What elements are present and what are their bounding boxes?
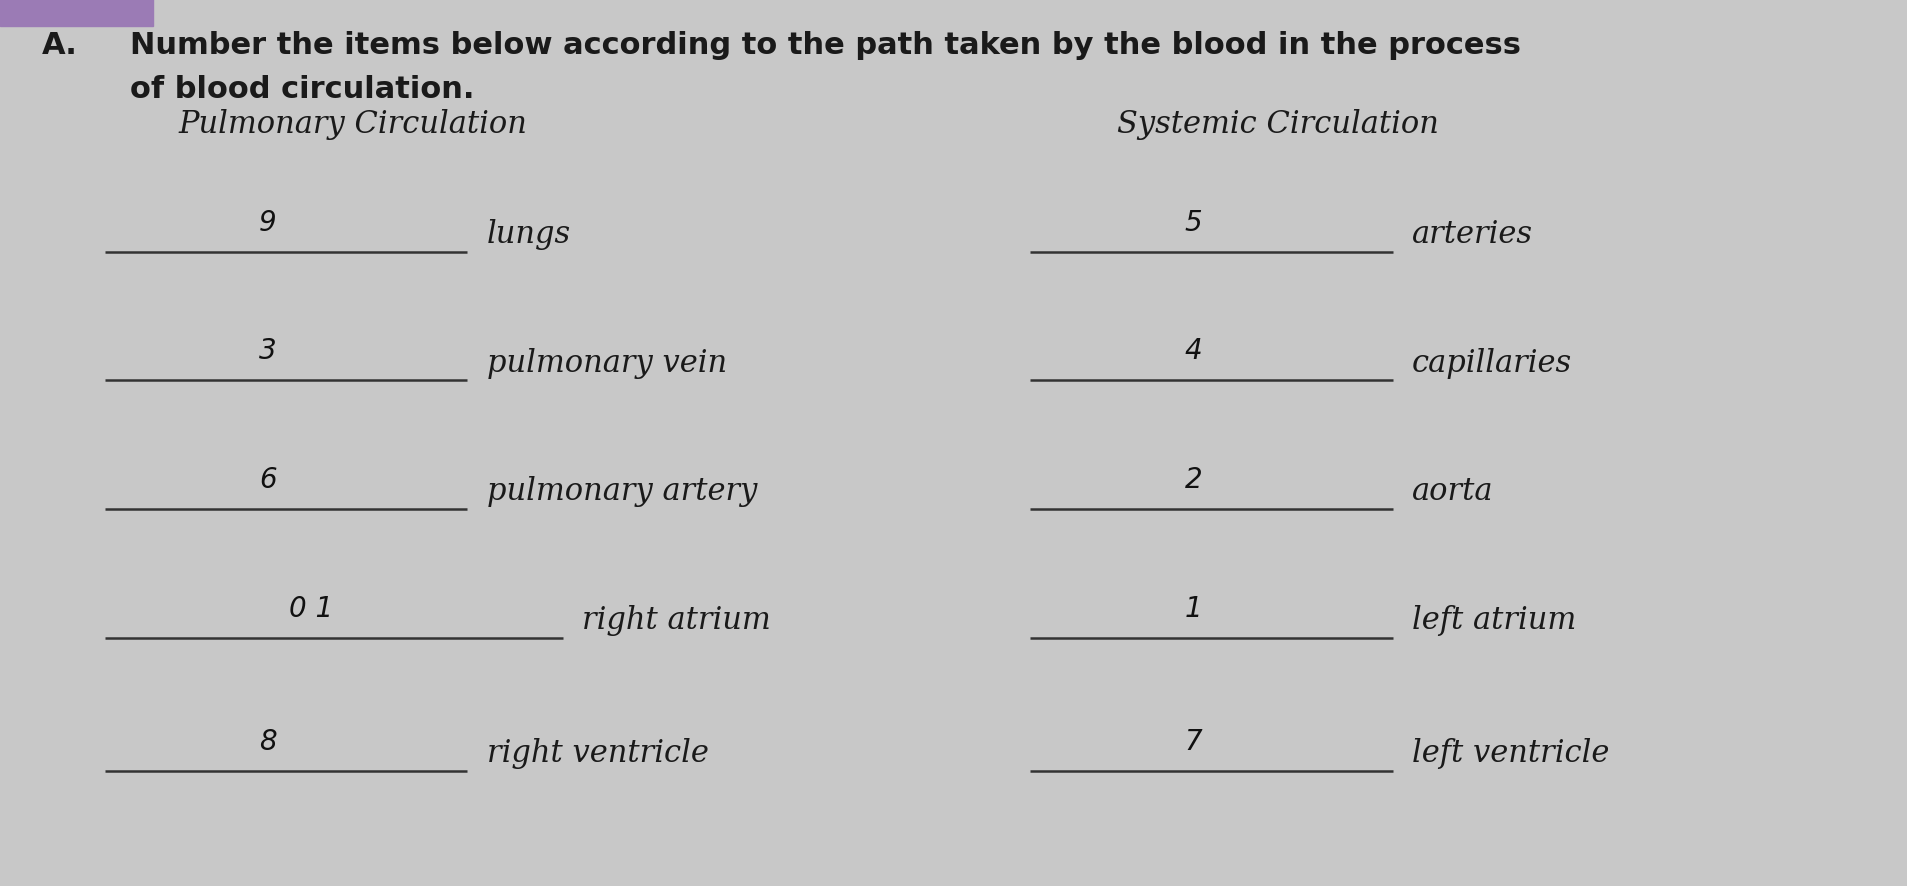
Text: 0 1: 0 1 xyxy=(288,594,334,622)
Text: arteries: arteries xyxy=(1411,219,1531,250)
Text: 4: 4 xyxy=(1184,337,1201,365)
Text: A.: A. xyxy=(42,31,78,60)
Text: 3: 3 xyxy=(259,337,277,365)
Text: right atrium: right atrium xyxy=(582,604,770,635)
Text: pulmonary vein: pulmonary vein xyxy=(486,347,727,378)
Text: pulmonary artery: pulmonary artery xyxy=(486,476,757,507)
Text: 1: 1 xyxy=(1184,594,1201,622)
Text: left atrium: left atrium xyxy=(1411,604,1575,635)
Text: Systemic Circulation: Systemic Circulation xyxy=(1118,109,1438,139)
Text: 9: 9 xyxy=(259,208,277,237)
Text: 8: 8 xyxy=(259,727,277,755)
Text: aorta: aorta xyxy=(1411,476,1493,507)
Text: 7: 7 xyxy=(1184,727,1201,755)
Text: lungs: lungs xyxy=(486,219,570,250)
Text: 6: 6 xyxy=(259,465,277,494)
Text: 2: 2 xyxy=(1184,465,1201,494)
Text: 5: 5 xyxy=(1184,208,1201,237)
Text: Pulmonary Circulation: Pulmonary Circulation xyxy=(179,109,526,139)
Bar xyxy=(0,0,153,27)
Text: right ventricle: right ventricle xyxy=(486,737,707,768)
Text: capillaries: capillaries xyxy=(1411,347,1571,378)
Text: Number the items below according to the path taken by the blood in the process: Number the items below according to the … xyxy=(130,31,1520,60)
Text: left ventricle: left ventricle xyxy=(1411,737,1608,768)
Text: of blood circulation.: of blood circulation. xyxy=(130,75,475,105)
